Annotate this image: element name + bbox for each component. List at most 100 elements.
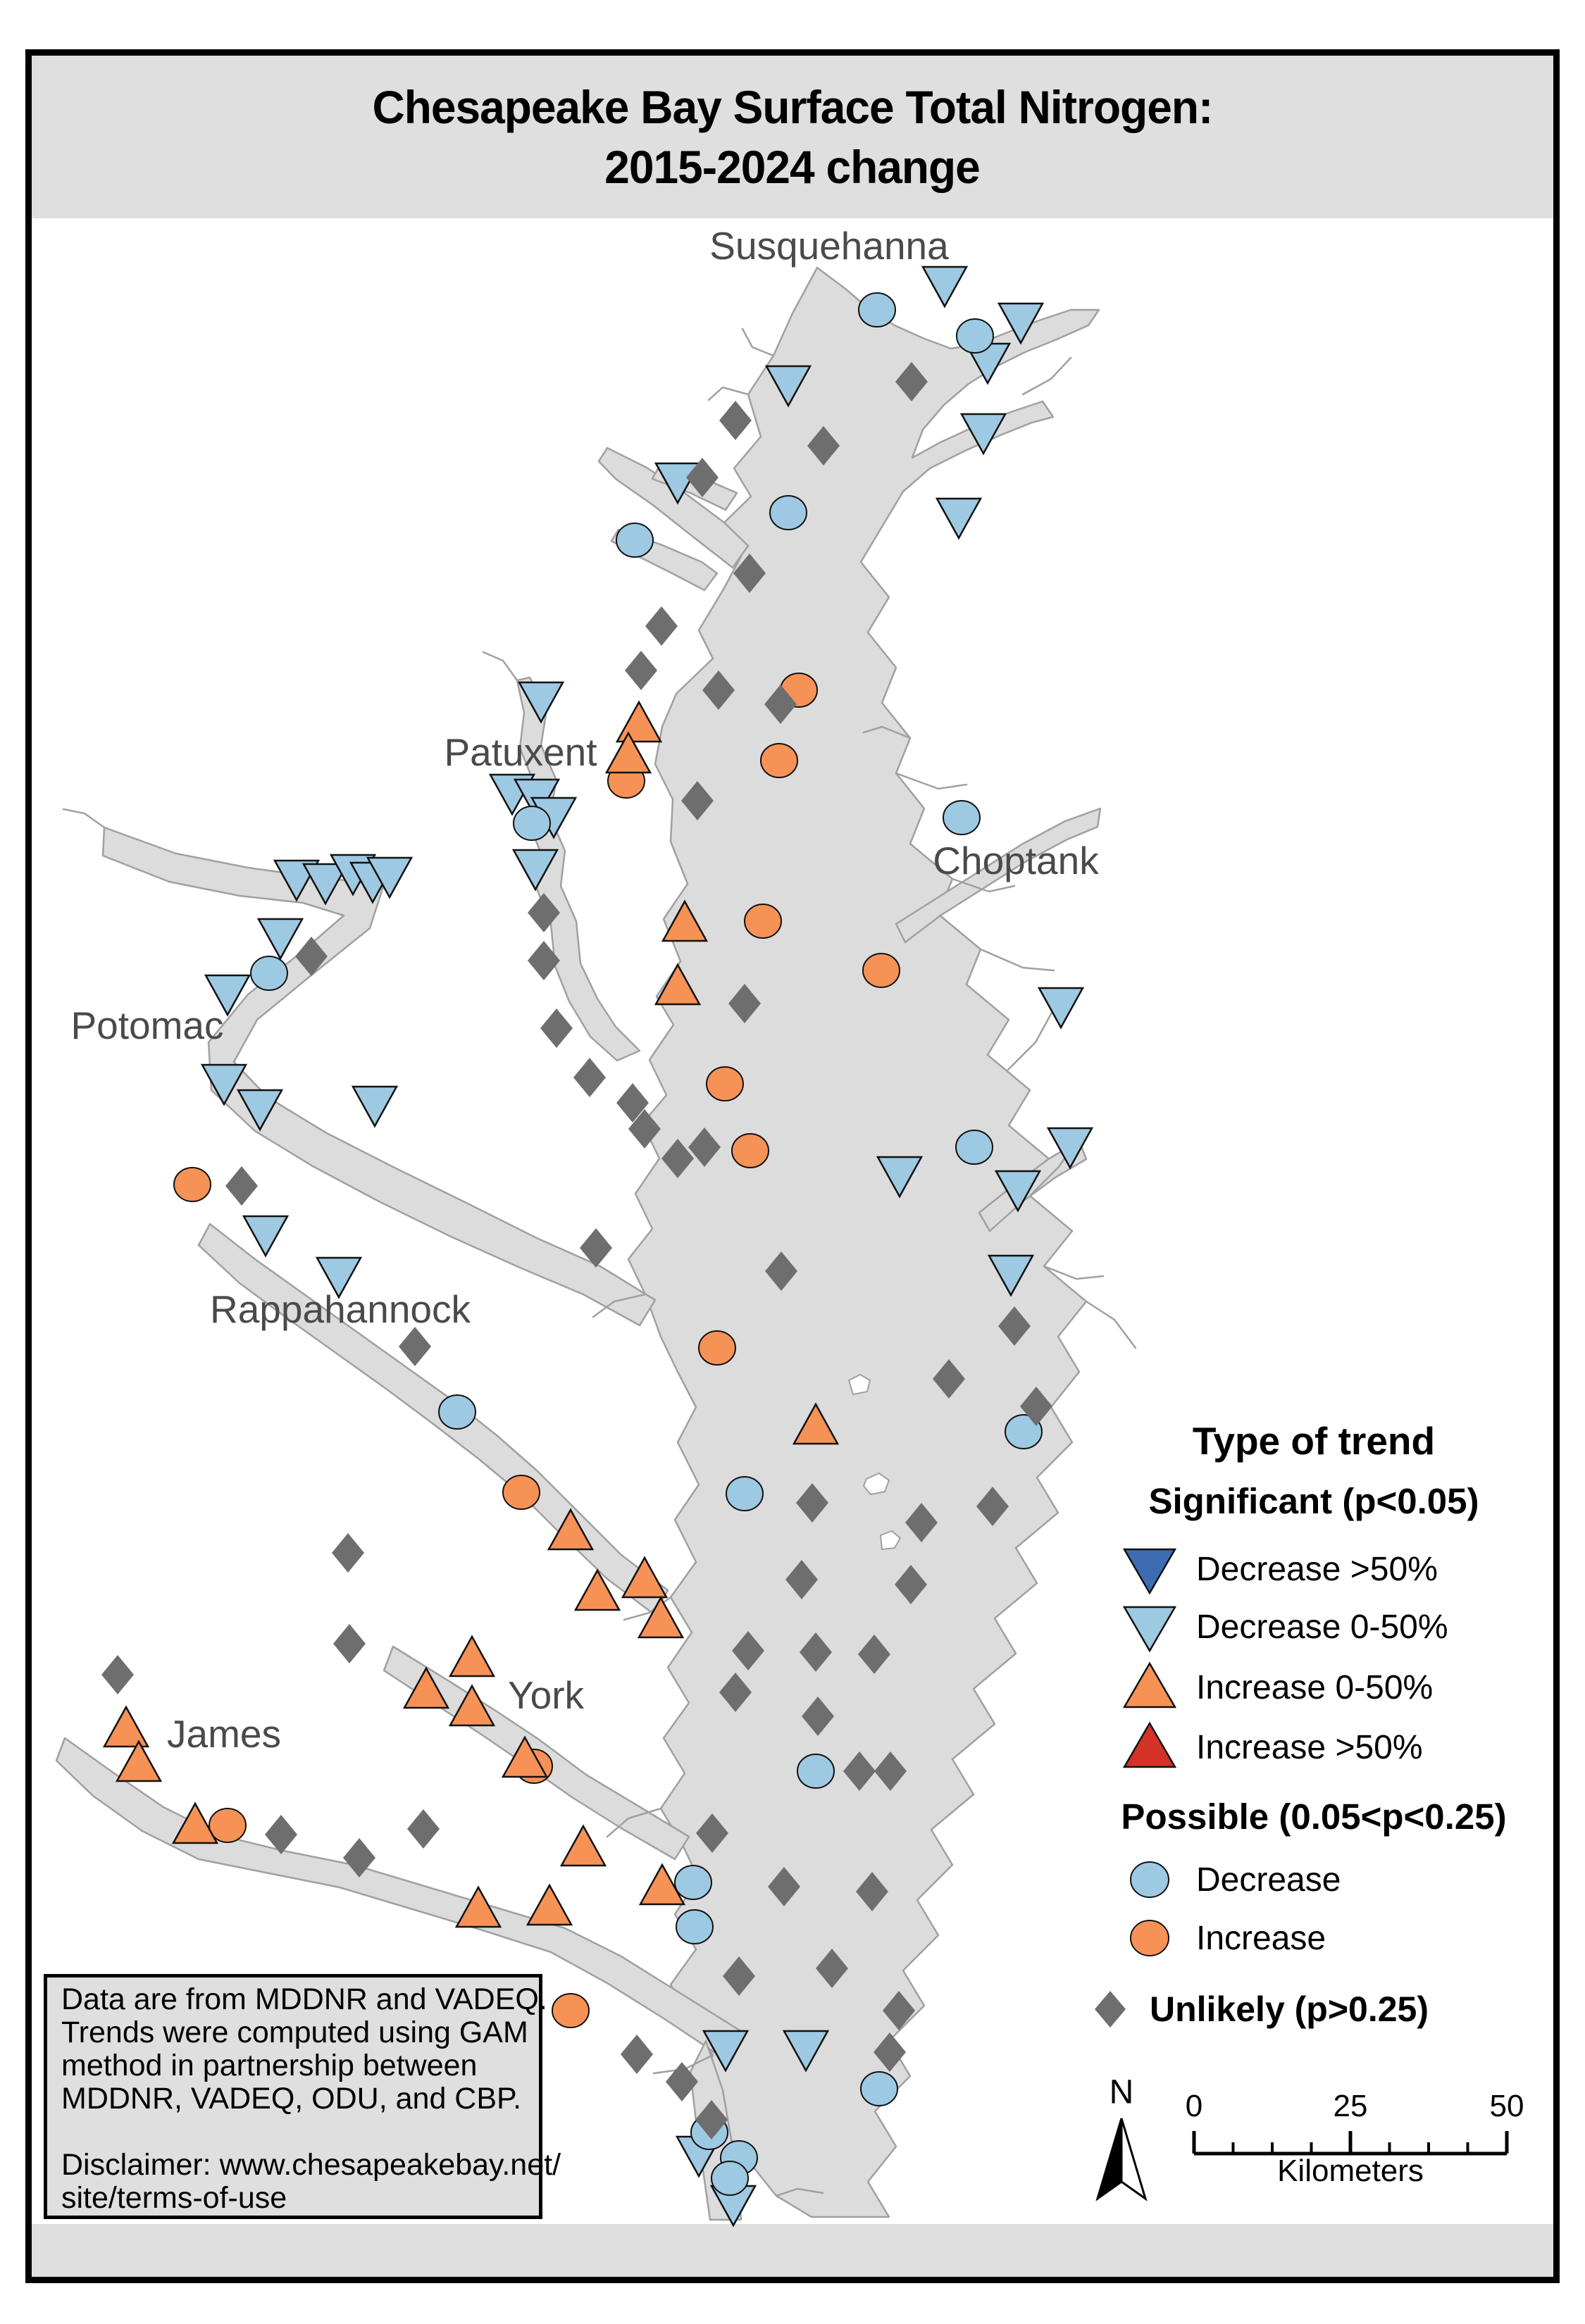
marker-possible-increase — [706, 1066, 744, 1101]
marker-possible-increase — [744, 904, 782, 939]
triangle-up-orange-icon — [1121, 1661, 1178, 1714]
marker-unlikely — [225, 1166, 258, 1206]
marker-possible-decrease — [676, 1909, 714, 1944]
marker-unlikely — [628, 1109, 661, 1149]
marker-unlikely — [540, 1008, 573, 1048]
marker-unlikely — [785, 1560, 818, 1599]
marker-unlikely — [895, 1565, 927, 1604]
marker-possible-decrease — [250, 956, 288, 991]
marker-increase-0-50 — [547, 1508, 595, 1551]
marker-unlikely — [645, 606, 678, 646]
marker-unlikely — [874, 2032, 906, 2072]
marker-possible-decrease — [1005, 1414, 1043, 1449]
river-label-potomac: Potomac — [70, 1004, 224, 1047]
river-label-rappahannock: Rappahannock — [209, 1287, 471, 1331]
marker-unlikely — [802, 1697, 834, 1736]
marker-unlikely — [905, 1503, 938, 1542]
marker-unlikely — [621, 2035, 653, 2074]
marker-unlikely — [332, 1533, 364, 1573]
river-label-susquehanna: Susquehanna — [709, 224, 949, 268]
scale-bar — [1192, 2131, 1509, 2156]
title-banner: Chesapeake Bay Surface Total Nitrogen: 2… — [32, 56, 1553, 218]
marker-unlikely — [399, 1327, 431, 1366]
marker-unlikely — [407, 1809, 440, 1849]
legend-label: Increase — [1196, 1919, 1326, 1957]
marker-increase-0-50 — [115, 1739, 163, 1782]
marker-unlikely — [843, 1751, 876, 1791]
note-line: method in partnership between — [61, 2049, 478, 2082]
marker-decrease-0-50 — [302, 863, 349, 906]
marker-possible-decrease — [860, 2071, 898, 2106]
marker-unlikely — [688, 1127, 721, 1167]
legend-title: Type of trend — [1192, 1419, 1436, 1463]
legend-row-possible-decrease: Decrease — [1121, 1853, 1341, 1906]
marker-possible-increase — [502, 1475, 540, 1510]
marker-decrease-0-50 — [959, 413, 1007, 456]
marker-increase-0-50 — [573, 1568, 621, 1611]
marker-decrease-0-50 — [997, 302, 1045, 345]
marker-decrease-0-50 — [782, 2030, 830, 2073]
marker-possible-decrease — [513, 806, 551, 841]
marker-possible-increase — [698, 1330, 736, 1366]
scalebar-tick-0: 0 — [1185, 2089, 1203, 2123]
note-line — [61, 2116, 525, 2149]
potomac-river — [101, 826, 657, 1327]
marker-possible-decrease — [769, 495, 807, 530]
scalebar-tick-25: 25 — [1333, 2089, 1368, 2123]
marker-possible-decrease — [955, 1130, 993, 1165]
marker-decrease-0-50 — [1046, 1127, 1094, 1170]
marker-unlikely — [816, 1949, 848, 1988]
river-label-james: James — [167, 1712, 281, 1756]
note-line: Trends were computed using GAM — [61, 2016, 528, 2049]
marker-unlikely — [101, 1655, 134, 1694]
marker-decrease-0-50 — [654, 462, 702, 505]
marker-unlikely — [702, 670, 735, 710]
legend-label: Decrease 0-50% — [1196, 1608, 1448, 1646]
marker-possible-decrease — [674, 1865, 712, 1900]
marker-unlikely — [874, 1751, 907, 1791]
marker-decrease-0-50 — [994, 1170, 1042, 1213]
circle-orange-icon — [1121, 1917, 1178, 1959]
marker-decrease-0-50 — [236, 1089, 284, 1132]
marker-possible-increase — [862, 953, 900, 988]
marker-possible-decrease — [797, 1754, 835, 1789]
marker-decrease-0-50 — [764, 365, 812, 408]
marker-decrease-0-50 — [366, 856, 414, 899]
marker-possible-decrease — [858, 292, 896, 327]
marker-increase-0-50 — [661, 899, 709, 942]
marker-increase-0-50 — [559, 1824, 607, 1867]
legend-row-decrease-gt50: Decrease >50% — [1121, 1542, 1438, 1596]
marker-possible-decrease — [711, 2161, 749, 2196]
marker-decrease-0-50 — [242, 1215, 290, 1258]
north-arrow — [1095, 2118, 1148, 2201]
scalebar-unit: Kilometers — [1277, 2154, 1424, 2188]
marker-decrease-0-50 — [517, 681, 565, 724]
marker-decrease-0-50 — [315, 1256, 363, 1299]
marker-unlikely — [580, 1228, 612, 1268]
page-title-line1: Chesapeake Bay Surface Total Nitrogen: — [372, 81, 1214, 134]
marker-increase-0-50 — [402, 1666, 450, 1709]
marker-unlikely — [696, 1813, 728, 1853]
legend-label: Decrease >50% — [1196, 1550, 1438, 1588]
marker-unlikely — [343, 1838, 375, 1878]
legend-row-increase-gt50: Increase >50% — [1121, 1720, 1423, 1774]
marker-possible-decrease — [726, 1476, 764, 1511]
water-bodies — [55, 266, 1102, 2221]
marker-unlikely — [625, 651, 657, 690]
legend: Type of trend Significant (p<0.05) Decre… — [1057, 1408, 1571, 2042]
triangle-up-red-icon — [1121, 1720, 1178, 1774]
marker-unlikely — [1020, 1387, 1052, 1426]
marker-unlikely — [728, 984, 761, 1023]
marker-increase-0-50 — [792, 1402, 840, 1445]
marker-possible-decrease — [616, 523, 654, 558]
marker-unlikely — [800, 1632, 832, 1672]
marker-increase-0-50 — [454, 1885, 502, 1928]
page-title-line2: 2015-2024 change — [604, 140, 981, 193]
marker-unlikely — [528, 941, 560, 980]
marker-decrease-0-50 — [256, 918, 304, 961]
marker-possible-decrease — [943, 800, 981, 835]
marker-unlikely — [856, 1872, 888, 1911]
triangle-down-dark-blue-icon — [1121, 1542, 1178, 1596]
